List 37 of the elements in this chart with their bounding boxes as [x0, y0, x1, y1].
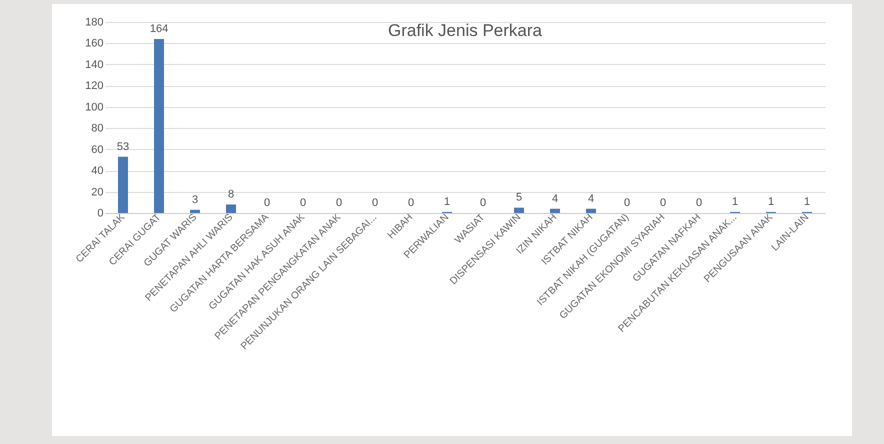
data-label: 8 [228, 188, 234, 201]
y-tick-label: 100 [85, 101, 104, 114]
bar [586, 208, 596, 213]
bar [154, 38, 164, 213]
y-tick-label: 80 [91, 122, 104, 135]
data-label: 1 [444, 196, 450, 208]
data-label: 0 [408, 197, 414, 209]
y-tick-label: 140 [85, 58, 104, 71]
y-tick-label: 40 [91, 165, 104, 178]
y-tick-label: 160 [85, 38, 104, 50]
bar [118, 156, 128, 213]
data-label: 0 [660, 197, 666, 209]
chart-title: Grafik Jenis Perkara [388, 21, 543, 40]
y-tick-label: 20 [91, 186, 104, 198]
data-label: 4 [552, 192, 558, 205]
data-label: 0 [480, 197, 486, 209]
y-tick-label: 120 [85, 80, 104, 92]
data-label: 3 [192, 194, 198, 206]
data-label: 1 [804, 196, 810, 208]
bar [550, 208, 560, 213]
data-label: 164 [150, 22, 168, 35]
data-label: 4 [588, 192, 594, 205]
data-label: 0 [624, 197, 630, 209]
y-tick-label: 60 [91, 144, 104, 156]
data-label: 53 [116, 140, 130, 153]
data-label: 0 [372, 197, 378, 209]
data-label: 0 [264, 197, 270, 209]
data-label: 1 [768, 196, 774, 208]
data-label: 0 [336, 197, 342, 209]
y-tick-label: 180 [85, 16, 104, 28]
data-label: 0 [300, 197, 306, 209]
bar [514, 208, 524, 213]
data-label: 1 [732, 196, 738, 208]
bar [226, 204, 236, 213]
data-label: 0 [696, 197, 702, 209]
bar [190, 210, 200, 213]
data-label: 5 [516, 192, 522, 204]
